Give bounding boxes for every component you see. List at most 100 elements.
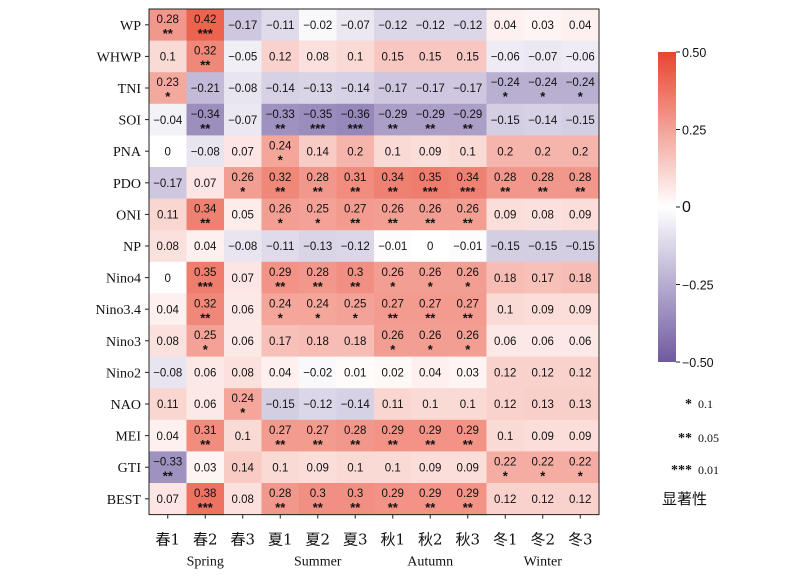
cell-significance-mark: *** xyxy=(198,26,214,41)
cell-significance-mark: ** xyxy=(463,310,474,325)
heatmap-cell xyxy=(336,9,375,42)
cell-value-label: 0.34 xyxy=(194,204,217,216)
heatmap-cell xyxy=(261,261,300,294)
cell-value-label: 0.09 xyxy=(457,462,479,474)
heatmap-cell xyxy=(561,325,600,358)
cell-value-label: −0.01 xyxy=(453,241,482,253)
cell-significance-mark: ** xyxy=(350,279,361,294)
cell-value-label: 0.12 xyxy=(532,368,554,380)
heatmap-cell xyxy=(449,40,488,73)
heatmap-cell xyxy=(186,325,225,358)
cell-value-label: 0.15 xyxy=(382,52,404,64)
y-tick-label: Nino4 xyxy=(106,272,141,287)
cell-significance-mark: ** xyxy=(350,216,361,231)
cell-significance-mark: * xyxy=(278,152,284,167)
heatmap-cell xyxy=(524,72,563,105)
y-tick-label: SOI xyxy=(118,114,141,129)
heatmap-cell xyxy=(336,293,375,326)
cell-value-label: 0.04 xyxy=(419,368,442,380)
x-tick-label: 夏1 xyxy=(268,531,293,549)
heatmap-cell xyxy=(561,261,600,294)
cell-significance-mark: ** xyxy=(575,184,586,199)
cell-value-label: 0.27 xyxy=(382,298,404,310)
cell-value-label: 0.12 xyxy=(269,52,291,64)
heatmap-cell xyxy=(374,419,413,452)
cell-value-label: 0.11 xyxy=(157,399,179,411)
heatmap-cell xyxy=(411,261,450,294)
cell-significance-mark: * xyxy=(503,89,509,104)
heatmap-cell xyxy=(374,103,413,136)
heatmap-cell xyxy=(411,419,450,452)
heatmap-cell xyxy=(149,261,188,294)
heatmap-cell xyxy=(411,451,450,484)
heatmap-cell xyxy=(411,388,450,421)
cell-value-label: 0.04 xyxy=(157,304,180,316)
significance-legend-item: ** 0.05 xyxy=(662,430,719,447)
heatmap-cell xyxy=(224,451,263,484)
cell-value-label: −0.36 xyxy=(341,109,370,121)
cell-value-label: 0.06 xyxy=(569,336,591,348)
cell-value-label: −0.07 xyxy=(528,52,557,64)
y-tick-label: WHWP xyxy=(97,50,142,65)
heatmap-cell xyxy=(336,167,375,200)
heatmap-cell xyxy=(224,356,263,389)
cell-value-label: 0.08 xyxy=(232,494,254,506)
cell-value-label: 0.22 xyxy=(569,456,591,468)
heatmap-cell xyxy=(149,419,188,452)
cell-value-label: 0.26 xyxy=(457,267,479,279)
heatmap-cell xyxy=(561,40,600,73)
heatmap-cell xyxy=(486,72,525,105)
cell-value-label: 0.1 xyxy=(272,462,288,474)
cell-value-label: 0.09 xyxy=(569,210,591,222)
heatmap-cell xyxy=(524,135,563,168)
x-tick-label: 春2 xyxy=(193,531,218,549)
heatmap-cell xyxy=(524,356,563,389)
cell-value-label: −0.06 xyxy=(491,52,520,64)
cell-significance-mark: ** xyxy=(200,121,211,136)
heatmap-cell xyxy=(224,325,263,358)
heatmap-cell xyxy=(224,483,263,516)
cell-value-label: −0.11 xyxy=(266,20,294,32)
heatmap-cell xyxy=(449,388,488,421)
cell-significance-mark: ** xyxy=(313,500,324,515)
heatmap-cell xyxy=(299,72,338,105)
cell-value-label: 0.28 xyxy=(344,425,366,437)
cell-significance-mark: * xyxy=(578,89,584,104)
heatmap-cell xyxy=(299,198,338,231)
heatmap-cell xyxy=(561,483,600,516)
cell-value-label: −0.14 xyxy=(341,399,371,411)
cell-value-label: 0.24 xyxy=(269,298,292,310)
heatmap-cell xyxy=(449,230,488,263)
cell-value-label: −0.12 xyxy=(341,241,370,253)
cell-value-label: −0.34 xyxy=(191,109,221,121)
cell-significance-mark: ** xyxy=(388,184,399,199)
heatmap-cell xyxy=(449,356,488,389)
heatmap-cell xyxy=(149,135,188,168)
cell-significance-mark: ** xyxy=(313,279,324,294)
heatmap-cell xyxy=(411,293,450,326)
heatmap-cell xyxy=(374,483,413,516)
cell-value-label: 0.13 xyxy=(569,399,591,411)
cell-value-label: 0.1 xyxy=(460,399,476,411)
cell-significance-mark: * xyxy=(278,310,284,325)
cell-value-label: 0.11 xyxy=(157,210,179,222)
heatmap-cell xyxy=(224,103,263,136)
cell-value-label: 0.12 xyxy=(532,494,554,506)
cell-significance-mark: ** xyxy=(350,500,361,515)
heatmap-cell xyxy=(561,451,600,484)
cell-value-label: 0.29 xyxy=(457,425,479,437)
heatmap-cell xyxy=(486,135,525,168)
cell-value-label: 0.14 xyxy=(232,462,255,474)
heatmap-cell xyxy=(299,483,338,516)
cell-value-label: −0.06 xyxy=(566,52,595,64)
cell-value-label: 0.11 xyxy=(382,399,404,411)
cell-value-label: 0.06 xyxy=(532,336,554,348)
x-group-label: Summer xyxy=(294,555,342,570)
cell-value-label: −0.01 xyxy=(378,241,407,253)
cell-value-label: 0 xyxy=(165,146,171,158)
cell-significance-mark: *** xyxy=(460,184,476,199)
heatmap-cell xyxy=(186,451,225,484)
cell-value-label: 0.03 xyxy=(532,20,554,32)
cell-value-label: 0.32 xyxy=(269,172,291,184)
cell-significance-mark: * xyxy=(390,342,396,357)
